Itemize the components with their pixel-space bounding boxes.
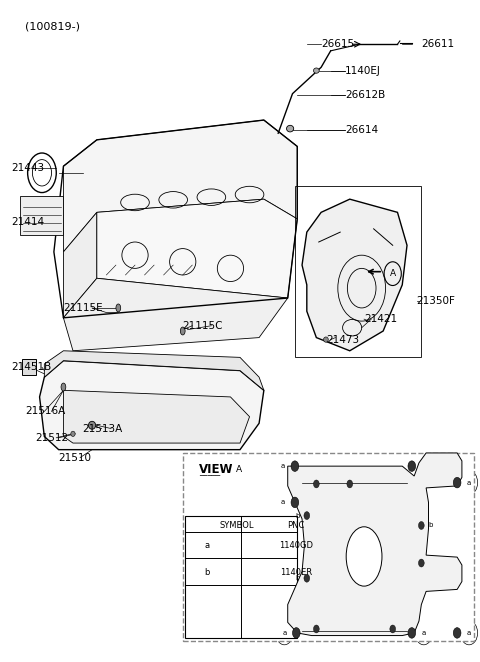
- Circle shape: [453, 628, 461, 638]
- Text: PNC: PNC: [288, 521, 305, 530]
- Polygon shape: [44, 351, 264, 391]
- Ellipse shape: [313, 68, 319, 73]
- Text: 21350F: 21350F: [417, 297, 456, 307]
- Text: a: a: [281, 499, 285, 505]
- Text: a: a: [467, 630, 471, 636]
- Text: b: b: [295, 575, 300, 581]
- Text: 21513A: 21513A: [83, 424, 123, 434]
- Polygon shape: [97, 199, 297, 298]
- FancyBboxPatch shape: [21, 196, 63, 236]
- Circle shape: [408, 628, 416, 638]
- Text: a: a: [281, 463, 285, 469]
- Ellipse shape: [71, 431, 75, 436]
- Text: 26611: 26611: [421, 39, 455, 49]
- Circle shape: [304, 512, 310, 520]
- Text: 26612B: 26612B: [345, 90, 385, 100]
- Text: 26614: 26614: [345, 125, 378, 135]
- Polygon shape: [288, 453, 462, 636]
- Text: b: b: [305, 481, 309, 487]
- Text: ─────: ─────: [199, 473, 221, 479]
- Polygon shape: [63, 213, 97, 318]
- Text: a: a: [467, 480, 471, 486]
- Text: b: b: [429, 522, 433, 528]
- Text: VIEW: VIEW: [199, 463, 234, 476]
- Text: SYMBOL: SYMBOL: [219, 521, 253, 530]
- Text: b: b: [429, 560, 433, 566]
- Text: 1140EJ: 1140EJ: [345, 66, 381, 75]
- Ellipse shape: [116, 304, 120, 312]
- Text: a: a: [421, 463, 426, 469]
- FancyBboxPatch shape: [183, 453, 474, 641]
- Text: 1140ER: 1140ER: [280, 569, 312, 577]
- Text: 1140GD: 1140GD: [279, 541, 313, 549]
- Text: b: b: [338, 481, 342, 487]
- Text: 21451B: 21451B: [11, 362, 51, 372]
- Circle shape: [347, 480, 353, 488]
- Text: 21510: 21510: [59, 453, 92, 463]
- Polygon shape: [39, 361, 264, 449]
- Circle shape: [291, 461, 299, 471]
- Text: 21512: 21512: [35, 433, 68, 443]
- Circle shape: [291, 497, 299, 508]
- FancyBboxPatch shape: [22, 359, 36, 375]
- Text: A: A: [236, 465, 241, 474]
- Ellipse shape: [180, 327, 185, 335]
- Polygon shape: [63, 120, 297, 252]
- Circle shape: [419, 559, 424, 567]
- Polygon shape: [63, 278, 288, 351]
- Circle shape: [408, 461, 416, 471]
- Text: a: a: [282, 630, 287, 636]
- Text: 21115E: 21115E: [63, 303, 103, 313]
- Circle shape: [453, 477, 461, 488]
- Polygon shape: [302, 199, 407, 351]
- Text: b: b: [295, 512, 300, 518]
- Ellipse shape: [324, 337, 328, 342]
- Ellipse shape: [88, 421, 96, 429]
- Ellipse shape: [61, 383, 66, 391]
- Text: 26615: 26615: [321, 39, 354, 49]
- Text: a: a: [421, 630, 426, 636]
- Circle shape: [292, 628, 300, 638]
- Bar: [295, 186, 421, 357]
- Bar: [185, 516, 297, 638]
- Circle shape: [419, 522, 424, 530]
- Text: 21115C: 21115C: [183, 320, 223, 331]
- Text: b: b: [204, 569, 209, 577]
- Circle shape: [313, 625, 319, 633]
- Text: b: b: [400, 626, 405, 632]
- Circle shape: [313, 480, 319, 488]
- Circle shape: [304, 574, 310, 582]
- Ellipse shape: [346, 527, 382, 586]
- Ellipse shape: [287, 125, 294, 132]
- Text: a: a: [204, 541, 209, 549]
- Text: 21473: 21473: [326, 334, 359, 344]
- Text: 21443: 21443: [11, 162, 44, 173]
- Text: 21421: 21421: [364, 314, 397, 324]
- Text: A: A: [390, 269, 396, 278]
- Text: 21516A: 21516A: [25, 406, 65, 416]
- Text: b: b: [305, 626, 309, 632]
- Text: (100819-): (100819-): [25, 21, 80, 31]
- Polygon shape: [63, 391, 250, 443]
- Text: 21414: 21414: [11, 217, 44, 227]
- Circle shape: [390, 625, 396, 633]
